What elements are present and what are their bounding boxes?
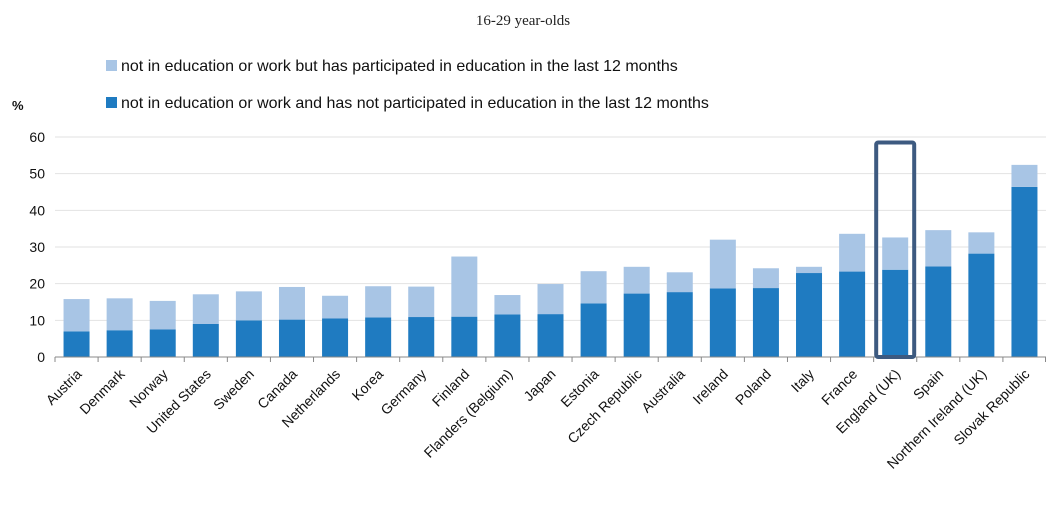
y-tick-label: 50 (29, 166, 45, 182)
y-tick-label: 10 (29, 312, 45, 328)
bar-not-participated (882, 269, 909, 357)
bar-not-participated (968, 253, 995, 357)
x-tick-label: Austria (43, 366, 85, 408)
legend-swatch-participated (106, 60, 117, 71)
bar-participated (451, 256, 478, 317)
bar-not-participated (580, 303, 607, 357)
bar-not-participated (1011, 186, 1038, 357)
legend-label-participated: not in education or work but has partici… (121, 58, 678, 75)
bar-not-participated (365, 317, 392, 357)
x-tick-label: Ireland (689, 366, 731, 408)
bars (63, 164, 1038, 357)
bar-participated (322, 295, 349, 319)
bar-participated (106, 298, 133, 331)
bar-participated (192, 294, 219, 324)
y-tick-label: 40 (29, 202, 45, 218)
gridlines (55, 136, 1046, 321)
bar-participated (709, 239, 736, 289)
y-axis-ticks: 0 10 20 30 40 50 60 (29, 129, 45, 365)
bar-not-participated (106, 330, 133, 357)
bar-participated (235, 291, 262, 321)
bar-participated (839, 233, 866, 272)
y-tick-label: 20 (29, 276, 45, 292)
bar-participated (408, 286, 435, 318)
x-tick-label: Korea (349, 366, 387, 404)
bar-participated (149, 300, 176, 330)
highlight-box (874, 140, 917, 359)
x-tick-label: Australia (638, 366, 688, 416)
bar-participated (1011, 164, 1038, 187)
x-tick-label: Germany (377, 366, 429, 418)
highlight-rectangle (874, 140, 917, 359)
bar-not-participated (322, 318, 349, 357)
bar-not-participated (752, 288, 779, 357)
bar-participated (968, 232, 995, 254)
bar-participated (623, 266, 650, 294)
x-tick-label: Slovak Republic (950, 366, 1032, 448)
legend-swatch-not-participated (106, 97, 117, 108)
x-tick-label: Japan (520, 366, 558, 404)
bar-not-participated (925, 266, 952, 357)
y-tick-label: 0 (37, 349, 45, 365)
bar-participated (925, 230, 952, 267)
bar-participated (365, 286, 392, 318)
bar-not-participated (408, 317, 435, 357)
bar-participated (666, 272, 693, 293)
bar-not-participated (192, 324, 219, 357)
bar-participated (63, 299, 90, 332)
y-tick-label: 30 (29, 239, 45, 255)
bar-participated (580, 271, 607, 304)
x-tick-label: Italy (788, 366, 817, 395)
x-tick-label: Sweden (210, 366, 257, 413)
bar-not-participated (278, 319, 305, 357)
bar-participated (752, 268, 779, 289)
bar-not-participated (235, 320, 262, 357)
y-axis-label: % (12, 98, 24, 113)
bar-participated (278, 286, 305, 320)
bar-not-participated (839, 271, 866, 357)
bar-not-participated (149, 329, 176, 357)
bar-not-participated (63, 331, 90, 357)
legend-label-not-participated: not in education or work and has not par… (121, 95, 709, 112)
bar-not-participated (451, 316, 478, 357)
x-tick-label: France (818, 366, 860, 408)
bar-participated (494, 295, 521, 315)
bar-not-participated (709, 288, 736, 357)
bar-participated (882, 237, 909, 270)
bar-not-participated (623, 293, 650, 357)
bar-not-participated (666, 292, 693, 357)
y-tick-label: 60 (29, 129, 45, 145)
x-tick-label: Spain (910, 366, 947, 403)
x-tick-label: Denmark (76, 365, 128, 417)
x-tick-label: Poland (732, 366, 774, 408)
chart-title: 16-29 year-olds (476, 13, 570, 29)
x-tick-label: Czech Republic (564, 366, 645, 447)
bar-not-participated (796, 273, 823, 357)
legend: not in education or work but has partici… (106, 58, 709, 112)
bar-participated (537, 284, 564, 315)
bar-participated (796, 266, 823, 274)
bar-not-participated (494, 314, 521, 357)
bar-not-participated (537, 314, 564, 357)
